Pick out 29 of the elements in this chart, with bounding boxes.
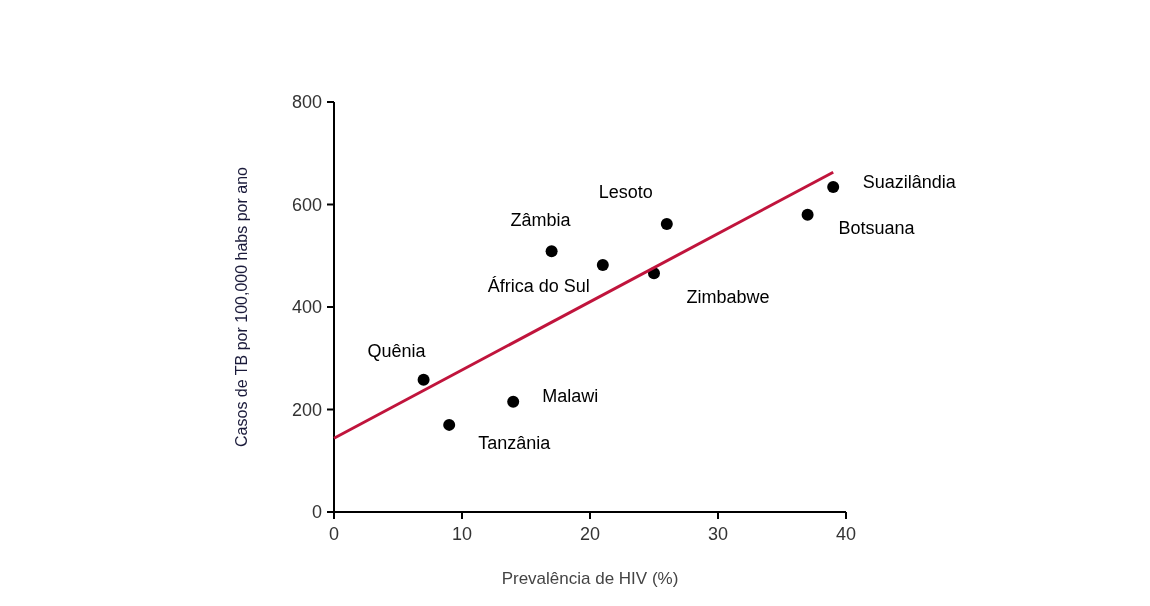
annotation: Malawi (542, 386, 599, 407)
point (443, 418, 456, 431)
annotation: Tanzânia (478, 433, 552, 454)
annotation: Zâmbia (510, 210, 572, 231)
y-axis-title: Casos de TB por 100,000 habs por ano (233, 166, 250, 447)
y-tick-label: 600 (291, 194, 322, 215)
x-tick-label: 40 (835, 524, 857, 544)
annotation: Quênia (367, 341, 427, 362)
annotation: Zimbabwe (686, 287, 770, 308)
point (596, 258, 609, 271)
y-tick-label: 400 (291, 297, 322, 318)
annotation: Botsuana (838, 218, 916, 239)
annotation: África do Sul (487, 276, 590, 297)
point (507, 395, 520, 408)
x-tick-label: 30 (707, 524, 729, 544)
x-tick-label: 20 (579, 524, 601, 544)
y-tick-label: 0 (311, 502, 322, 523)
x-tick-label: 0 (328, 524, 340, 544)
point (545, 245, 558, 258)
x-tick-label: 10 (451, 524, 473, 544)
point (660, 217, 673, 230)
point (417, 373, 430, 386)
point (801, 208, 814, 221)
annotation: Suazilândia (862, 172, 957, 193)
y-tick-label: 200 (291, 399, 322, 420)
point (827, 181, 840, 194)
annotation: Lesoto (598, 182, 653, 203)
y-tick-label: 800 (291, 92, 322, 113)
x-axis-title: Prevalência de HIV (%) (501, 569, 679, 588)
